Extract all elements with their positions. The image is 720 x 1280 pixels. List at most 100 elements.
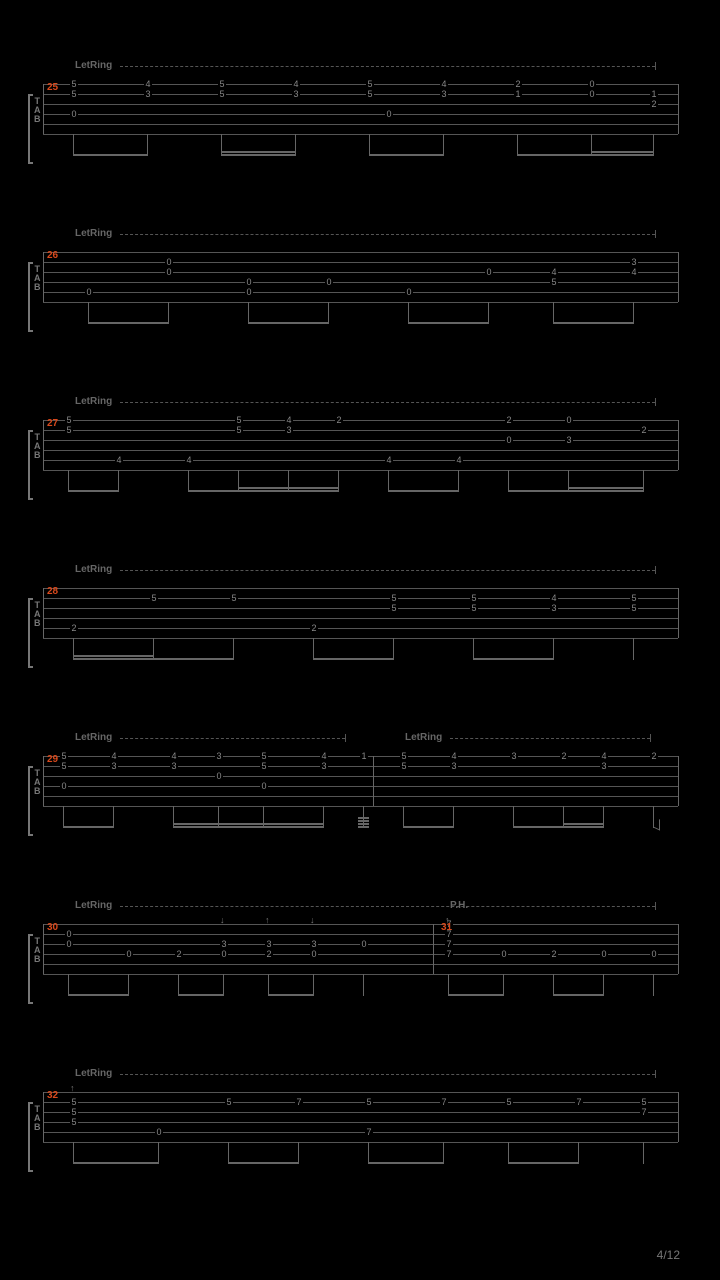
fret-number: 0 xyxy=(405,288,413,297)
bar-number: 31 xyxy=(441,922,452,933)
bar-number: 30 xyxy=(47,922,58,933)
fret-number: 0 xyxy=(325,278,333,287)
tab-clef: TAB xyxy=(34,97,41,124)
fret-number: 2 xyxy=(550,950,558,959)
fret-number: 5 xyxy=(400,752,408,761)
letring-label: LetRing xyxy=(75,228,112,239)
fret-number: 3 xyxy=(292,90,300,99)
page-number: 4/12 xyxy=(657,1248,680,1262)
bar-number: 29 xyxy=(47,754,58,765)
strum-arrow: ↑ xyxy=(265,915,270,925)
fret-number: 3 xyxy=(215,752,223,761)
fret-number: 4 xyxy=(455,456,463,465)
fret-number: 7 xyxy=(575,1098,583,1107)
fret-number: 5 xyxy=(366,90,374,99)
bar-number: 28 xyxy=(47,586,58,597)
ph-label: P.H. xyxy=(450,900,468,911)
fret-number: 5 xyxy=(235,416,243,425)
fret-number: 3 xyxy=(450,762,458,771)
tab-system: LetRing25TAB55043554355043210012 xyxy=(35,60,685,164)
tab-clef: TAB xyxy=(34,601,41,628)
fret-number: 4 xyxy=(385,456,393,465)
fret-number: 5 xyxy=(505,1098,513,1107)
fret-number: 5 xyxy=(65,426,73,435)
fret-number: 5 xyxy=(630,604,638,613)
fret-number: 7 xyxy=(445,950,453,959)
fret-number: 3 xyxy=(170,762,178,771)
fret-number: 4 xyxy=(144,80,152,89)
fret-number: 4 xyxy=(450,752,458,761)
fret-number: 5 xyxy=(70,90,78,99)
letring-label: LetRing xyxy=(75,900,112,911)
fret-number: 1 xyxy=(514,90,522,99)
fret-number: 7 xyxy=(295,1098,303,1107)
fret-number: 2 xyxy=(175,950,183,959)
fret-number: 3 xyxy=(510,752,518,761)
fret-number: 3 xyxy=(110,762,118,771)
fret-number: 5 xyxy=(550,278,558,287)
fret-number: 7 xyxy=(445,940,453,949)
fret-number: 2 xyxy=(70,624,78,633)
tab-clef: TAB xyxy=(34,265,41,292)
fret-number: 2 xyxy=(650,752,658,761)
fret-number: 0 xyxy=(505,436,513,445)
bar-number: 32 xyxy=(47,1090,58,1101)
fret-number: 0 xyxy=(485,268,493,277)
fret-number: 5 xyxy=(260,762,268,771)
letring-label: LetRing xyxy=(75,396,112,407)
bar-number: 26 xyxy=(47,250,58,261)
tab-clef: TAB xyxy=(34,1105,41,1132)
fret-number: 0 xyxy=(155,1128,163,1137)
fret-number: 4 xyxy=(185,456,193,465)
bar-number: 25 xyxy=(47,82,58,93)
letring-label: LetRing xyxy=(405,732,442,743)
fret-number: 0 xyxy=(588,90,596,99)
fret-number: 0 xyxy=(588,80,596,89)
fret-number: 0 xyxy=(70,110,78,119)
fret-number: 1 xyxy=(360,752,368,761)
fret-number: 2 xyxy=(265,950,273,959)
tab-clef: TAB xyxy=(34,769,41,796)
fret-number: 5 xyxy=(400,762,408,771)
fret-number: 4 xyxy=(110,752,118,761)
fret-number: 3 xyxy=(630,258,638,267)
fret-number: 5 xyxy=(230,594,238,603)
fret-number: 5 xyxy=(150,594,158,603)
letring-label: LetRing xyxy=(75,60,112,71)
tab-system: LetRingP.H.3031TAB0002303230077770200↓↑↓… xyxy=(35,900,685,1004)
fret-number: 2 xyxy=(335,416,343,425)
fret-number: 5 xyxy=(390,604,398,613)
fret-number: 0 xyxy=(565,416,573,425)
letring-label: LetRing xyxy=(75,1068,112,1079)
tab-system: LetRing32TAB5550575775757↑ xyxy=(35,1068,685,1172)
fret-number: 0 xyxy=(125,950,133,959)
letring-label: LetRing xyxy=(75,732,112,743)
fret-number: 5 xyxy=(70,1108,78,1117)
fret-number: 4 xyxy=(285,416,293,425)
fret-number: 3 xyxy=(265,940,273,949)
fret-number: 4 xyxy=(630,268,638,277)
fret-number: 5 xyxy=(70,1098,78,1107)
fret-number: 0 xyxy=(260,782,268,791)
fret-number: 4 xyxy=(440,80,448,89)
fret-number: 4 xyxy=(115,456,123,465)
tab-system: LetRingLetRing29TAB550434330550431554332… xyxy=(35,732,685,836)
fret-number: 5 xyxy=(70,80,78,89)
fret-number: 4 xyxy=(292,80,300,89)
tab-system: LetRing28TAB255255554355 xyxy=(35,564,685,668)
tab-system: LetRing27TAB5544554324420032 xyxy=(35,396,685,500)
fret-number: 5 xyxy=(470,604,478,613)
fret-number: 0 xyxy=(165,258,173,267)
fret-number: 4 xyxy=(550,594,558,603)
fret-number: 3 xyxy=(320,762,328,771)
fret-number: 7 xyxy=(640,1108,648,1117)
strum-arrow: ↓ xyxy=(220,915,225,925)
tab-clef: TAB xyxy=(34,937,41,964)
fret-number: 5 xyxy=(365,1098,373,1107)
fret-number: 5 xyxy=(65,416,73,425)
fret-number: 0 xyxy=(65,930,73,939)
fret-number: 0 xyxy=(85,288,93,297)
strum-arrow: ↓ xyxy=(310,915,315,925)
fret-number: 0 xyxy=(215,772,223,781)
fret-number: 0 xyxy=(65,940,73,949)
